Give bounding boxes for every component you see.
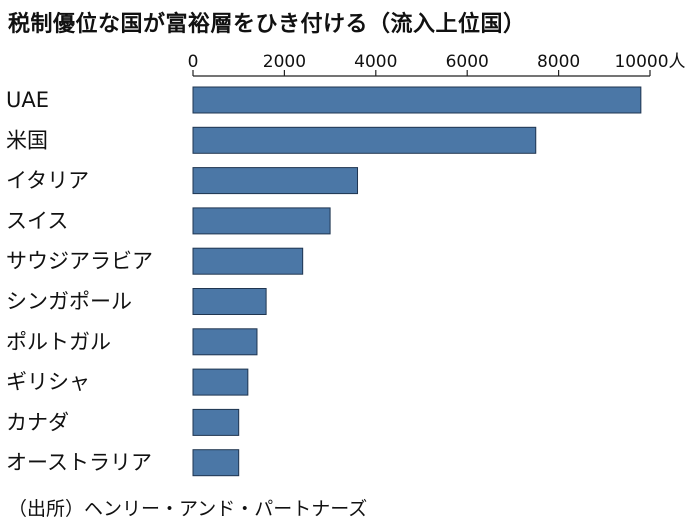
x-tick-label: 2000 [263,52,306,72]
bar [192,207,331,235]
category-label: 米国 [6,128,48,152]
bar [192,408,240,436]
category-label: サウジアラビア [6,249,153,273]
bar [192,126,537,154]
x-tick-label: 8000 [537,52,580,72]
category-label: シンガポール [6,290,132,314]
category-label: ポルトガル [6,330,111,354]
bar [192,368,249,396]
bar [192,167,359,195]
bar [192,247,304,275]
x-tick-label: 6000 [446,52,489,72]
bar [192,288,267,315]
category-label: カナダ [6,410,69,434]
source-note: （出所）ヘンリー・アンド・パートナーズ [8,498,368,520]
bar [192,328,258,356]
chart-title: 税制優位な国が富裕層をひき付ける（流入上位国） [8,12,526,37]
bar [192,449,240,477]
x-tick-label: 4000 [354,52,397,72]
category-label: ギリシャ [6,370,90,394]
category-label: イタリア [6,169,89,193]
category-label: オーストラリア [6,451,152,475]
category-label: スイス [6,209,68,233]
x-tick-label: 10000人 [614,52,685,72]
x-tick-label: 0 [188,52,199,72]
category-label: UAE [6,88,49,112]
bar [192,86,642,114]
